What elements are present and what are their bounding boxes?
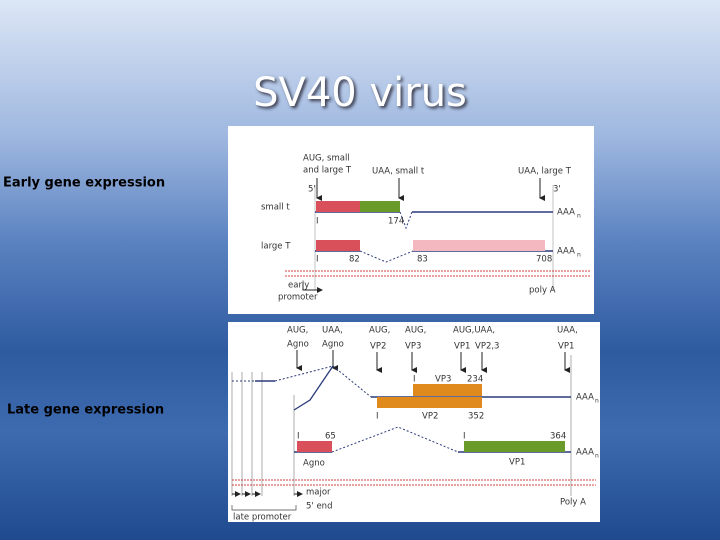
label: 5' end [306,502,332,512]
label: 352 [468,412,484,422]
label: Poly A [560,498,586,508]
label: UAA, [557,326,578,336]
late-label: Late gene expression [7,403,164,418]
label: 3' [553,185,561,195]
early-label: Early gene expression [3,176,165,191]
label: VP2 [422,412,438,422]
label: UAA, [322,326,343,336]
label: Agno [322,340,344,350]
label: VP3 [405,342,421,352]
label: AAA [557,247,575,257]
label: VP1 [454,342,470,352]
label: AUG, [405,326,426,336]
label: n [577,213,581,220]
label: UAA, small t [372,167,425,177]
label: and large T [303,166,352,176]
label: 364 [550,432,566,442]
label: AUG, [287,326,308,336]
label: n [577,252,581,259]
label: n [595,453,599,460]
label: VP1 [558,342,574,352]
label: AAA [576,448,594,458]
label: AUG, [369,326,390,336]
label: I [413,375,416,385]
label: Agno [287,340,309,350]
label: Agno [303,459,325,469]
label: VP2 [370,342,386,352]
label: I [316,255,319,265]
label: I [297,432,300,442]
label: large T [261,242,291,252]
title: SV40 virus [253,70,467,116]
label: 708 [536,255,552,265]
label: promoter [278,293,318,303]
label: 65 [325,432,336,442]
label: 234 [467,375,483,385]
label: small t [261,203,290,213]
label: VP1 [509,458,525,468]
label: 5' [308,185,316,195]
label: UAA, large T [518,167,572,177]
early-diagram: AUG, small and large T UAA, small t UAA,… [228,126,594,314]
label: VP3 [435,375,451,385]
late-diagram: AUG, Agno UAA, Agno AUG, VP2 AUG, VP3 AU… [228,322,600,523]
label: early [288,281,309,291]
label: AAA [557,208,575,218]
label: AUG, small [303,154,350,164]
label: poly A [529,286,556,296]
label: AAA [576,393,594,403]
label: 83 [417,255,428,265]
label: I [376,412,379,422]
label: 82 [349,255,360,265]
label: major [306,488,331,498]
label: AUG,UAA, [453,326,495,336]
label: late promoter [233,513,292,523]
label: VP2,3 [475,342,499,352]
label: n [595,398,599,405]
label: I [316,217,319,227]
label: I [463,432,466,442]
label: 174 [388,217,404,227]
